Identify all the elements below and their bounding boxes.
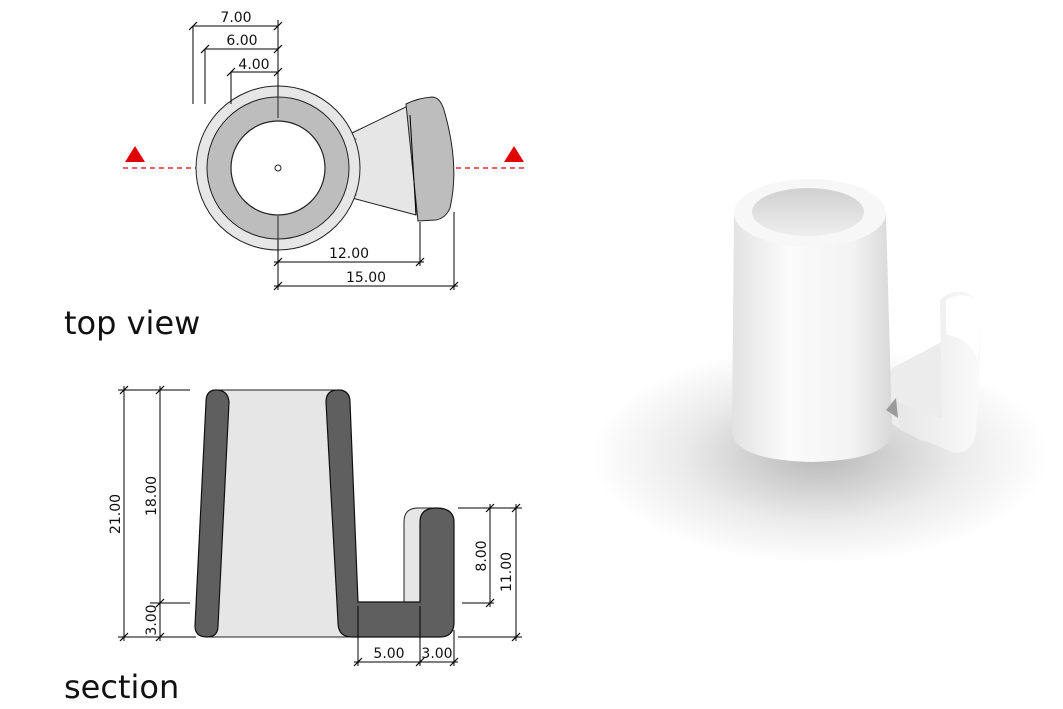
dim-5-3: 5.00 3.00 — [353, 606, 459, 667]
dim-label-7: 7.00 — [220, 10, 251, 26]
clip-wedge-outer — [405, 96, 455, 222]
section-marker-left — [125, 146, 145, 162]
dim-15: 15.00 — [273, 212, 459, 291]
section-marker-right — [504, 146, 524, 162]
dim-label-18: 18.00 — [144, 476, 160, 516]
section-right-wall-and-clip — [325, 389, 455, 638]
cup-center-point — [274, 164, 282, 172]
dim-18: 18.00 3.00 — [144, 385, 190, 642]
dim-4: 4.00 — [226, 57, 283, 104]
section-view: 21.00 18.00 3.00 8.00 11.00 — [64, 385, 522, 706]
dim-7: 7.00 — [188, 10, 283, 104]
dim-8: 8.00 — [458, 503, 522, 608]
dim-12: 12.00 — [273, 222, 425, 290]
dim-label-11: 11.00 — [499, 552, 515, 592]
cup-with-side-clip-render — [590, 179, 1050, 565]
dim-21: 21.00 — [108, 385, 196, 642]
top-view-caption: top view — [64, 304, 200, 342]
dim-label-3-vertical: 3.00 — [144, 604, 160, 635]
dim-label-5: 5.00 — [373, 646, 404, 662]
section-caption: section — [64, 668, 179, 706]
dim-label-21: 21.00 — [108, 494, 124, 534]
clip-wedge-light — [351, 103, 417, 216]
top-view: 7.00 6.00 4.00 12.00 — [64, 10, 528, 342]
dim-label-8: 8.00 — [474, 540, 490, 571]
dim-11: 11.00 — [458, 503, 522, 642]
section-left-wall — [194, 389, 230, 638]
dim-label-4: 4.00 — [238, 57, 269, 73]
dim-label-12: 12.00 — [329, 246, 369, 262]
dim-label-15: 15.00 — [346, 270, 386, 286]
dim-label-6: 6.00 — [226, 33, 257, 49]
dim-6: 6.00 — [200, 33, 283, 104]
dim-label-3-horizontal: 3.00 — [421, 646, 452, 662]
